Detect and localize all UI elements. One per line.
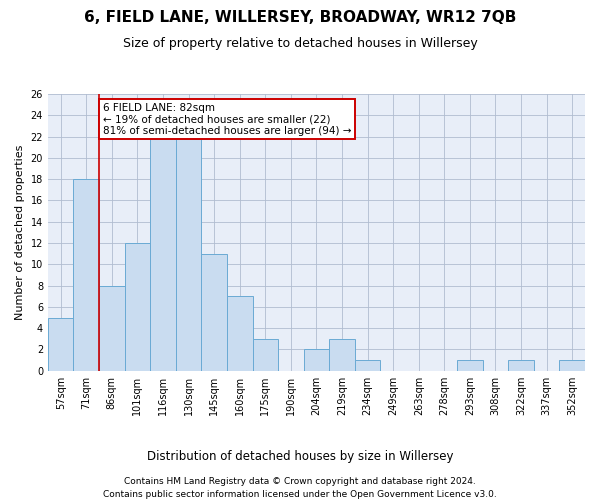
- Bar: [253, 339, 278, 371]
- Text: 6, FIELD LANE, WILLERSEY, BROADWAY, WR12 7QB: 6, FIELD LANE, WILLERSEY, BROADWAY, WR12…: [84, 10, 516, 25]
- Bar: [73, 179, 99, 371]
- Bar: [125, 243, 150, 371]
- Bar: [355, 360, 380, 371]
- Bar: [304, 350, 329, 371]
- Bar: [457, 360, 482, 371]
- Bar: [329, 339, 355, 371]
- Bar: [176, 136, 202, 371]
- Bar: [227, 296, 253, 371]
- Text: Distribution of detached houses by size in Willersey: Distribution of detached houses by size …: [147, 450, 453, 463]
- Bar: [99, 286, 125, 371]
- Text: Contains public sector information licensed under the Open Government Licence v3: Contains public sector information licen…: [103, 490, 497, 499]
- Bar: [48, 318, 73, 371]
- Y-axis label: Number of detached properties: Number of detached properties: [15, 144, 25, 320]
- Bar: [508, 360, 534, 371]
- Bar: [150, 136, 176, 371]
- Bar: [559, 360, 585, 371]
- Text: 6 FIELD LANE: 82sqm
← 19% of detached houses are smaller (22)
81% of semi-detach: 6 FIELD LANE: 82sqm ← 19% of detached ho…: [103, 102, 352, 136]
- Text: Contains HM Land Registry data © Crown copyright and database right 2024.: Contains HM Land Registry data © Crown c…: [124, 478, 476, 486]
- Bar: [202, 254, 227, 371]
- Text: Size of property relative to detached houses in Willersey: Size of property relative to detached ho…: [122, 38, 478, 51]
